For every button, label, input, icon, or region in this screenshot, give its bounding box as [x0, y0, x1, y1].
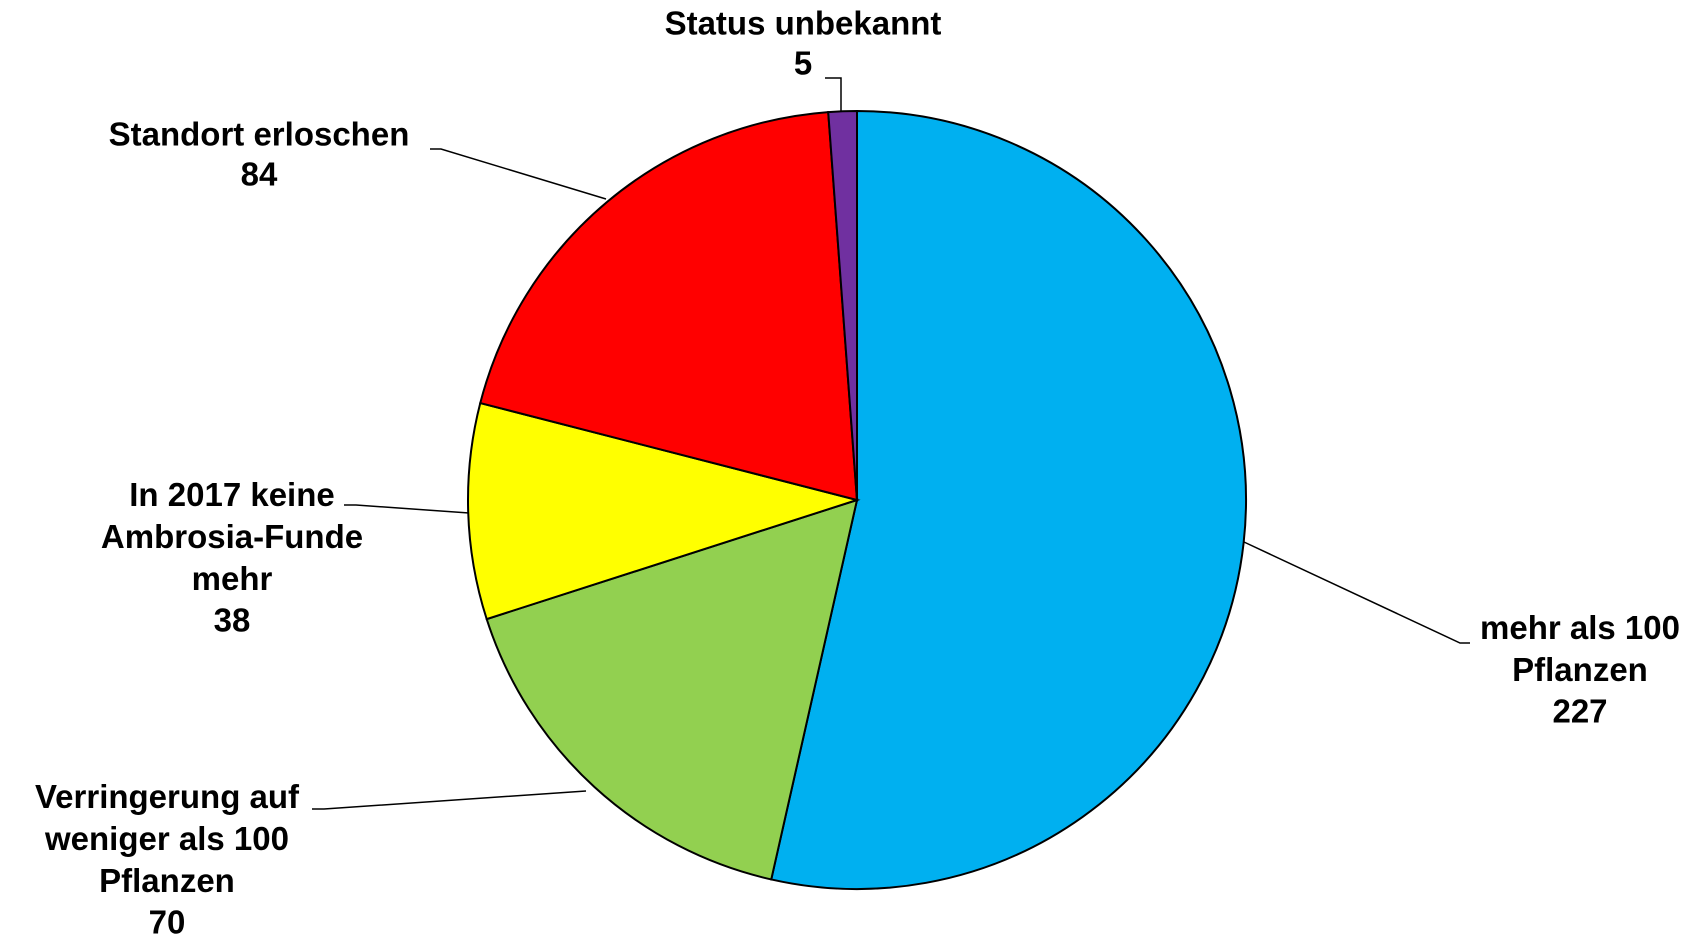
pie-slice: [485, 498, 859, 881]
category-label: In 2017 keine Ambrosia-Funde mehr: [101, 476, 363, 597]
leader-line: [430, 148, 607, 200]
category-label: Verringerung auf weniger als 100 Pflanzen: [35, 778, 300, 899]
category-label: mehr als 100 Pflanzen: [1480, 609, 1680, 688]
leader-line: [1243, 541, 1470, 644]
leader-line: [312, 790, 587, 810]
value-label: 38: [214, 602, 251, 639]
value-label: 84: [241, 156, 278, 193]
pie-slice: [770, 109, 1247, 890]
leader-line: [344, 504, 470, 514]
value-label: 227: [1552, 693, 1607, 730]
pie-slice: [467, 401, 861, 621]
category-label: Standort erloschen: [109, 116, 410, 153]
category-label: Status unbekannt: [665, 5, 942, 42]
pie-slice: [827, 109, 858, 501]
value-label: 70: [149, 904, 186, 937]
pie-slice: [479, 110, 859, 502]
leader-line: [825, 77, 842, 111]
value-label: 5: [794, 45, 812, 82]
